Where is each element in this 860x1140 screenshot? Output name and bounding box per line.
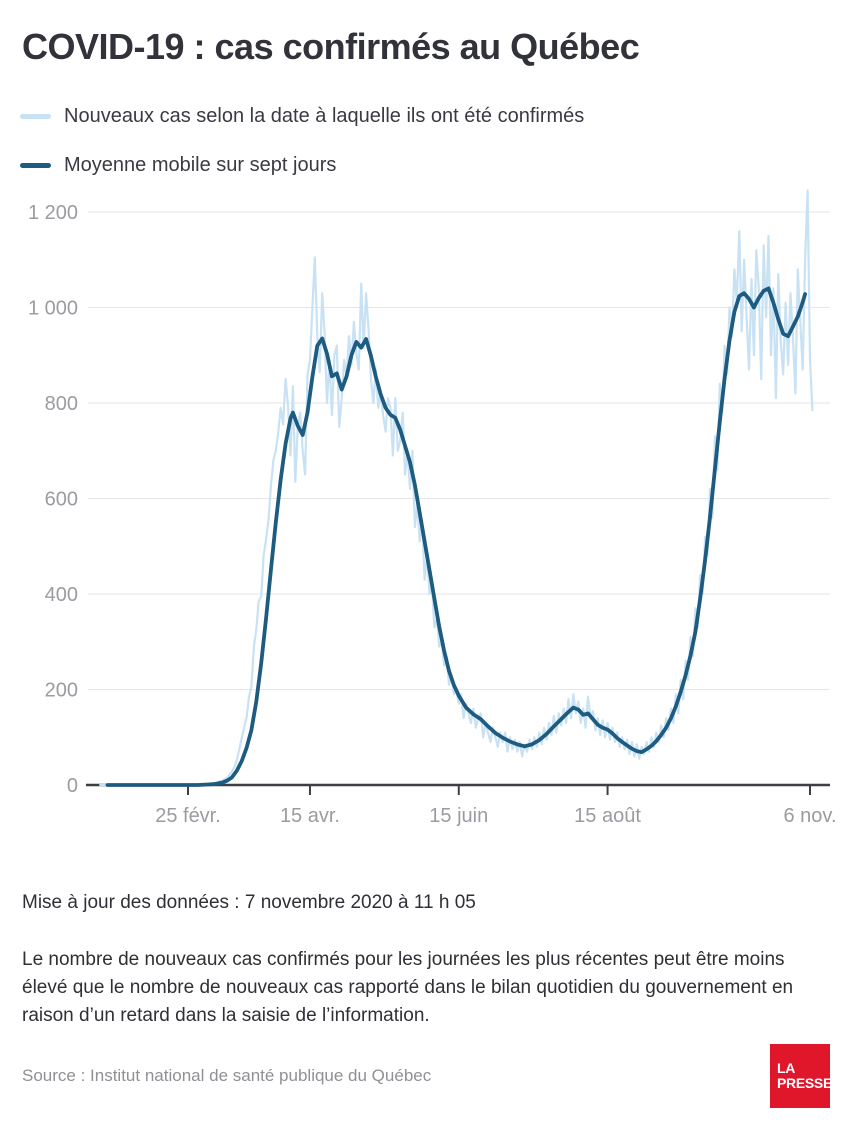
y-tick-label: 1 200 xyxy=(28,202,78,224)
y-tick-label: 200 xyxy=(45,680,78,702)
page-title: COVID-19 : cas confirmés au Québec xyxy=(22,26,640,67)
legend-label-moyenne-mobile: Moyenne mobile sur sept jours xyxy=(64,154,337,176)
data-update-timestamp: Mise à jour des données : 7 novembre 202… xyxy=(22,892,476,913)
line-chart: 0 200 400 600 800 1 000 1 200 25 févr. 15 avr. 15… xyxy=(28,189,837,827)
legend-swatch-moyenne-mobile xyxy=(20,163,51,168)
x-tick-label: 15 avr. xyxy=(280,805,340,827)
la-presse-logo: LA PRESSE xyxy=(770,1044,832,1108)
x-tick-label: 6 nov. xyxy=(784,805,837,827)
series-line-moyenne-mobile xyxy=(105,286,807,787)
y-tick-label: 600 xyxy=(45,489,78,511)
x-tick-label: 15 juin xyxy=(429,805,488,827)
y-tick-label: 0 xyxy=(67,775,78,797)
la-presse-logo-line2: PRESSE xyxy=(777,1075,832,1091)
la-presse-logo-line1: LA xyxy=(777,1060,796,1076)
series-line-nouveaux-cas xyxy=(99,189,814,787)
legend-item-nouveaux-cas: Nouveaux cas selon la date à laquelle il… xyxy=(20,105,584,128)
legend-label-nouveaux-cas: Nouveaux cas selon la date à laquelle il… xyxy=(64,105,585,127)
y-tick-label: 800 xyxy=(45,393,78,415)
y-tick-label: 1 000 xyxy=(28,298,78,320)
y-tick-label: 400 xyxy=(45,584,78,606)
legend-item-moyenne-mobile: Moyenne mobile sur sept jours xyxy=(20,154,336,177)
x-tick-label: 15 août xyxy=(574,805,641,827)
legend-swatch-nouveaux-cas xyxy=(20,114,51,119)
x-tick-label: 25 févr. xyxy=(155,805,221,827)
source-credit: Source : Institut national de santé publ… xyxy=(22,1066,432,1085)
data-caveat-note: Le nombre de nouveaux cas confirmés pour… xyxy=(22,949,794,1026)
